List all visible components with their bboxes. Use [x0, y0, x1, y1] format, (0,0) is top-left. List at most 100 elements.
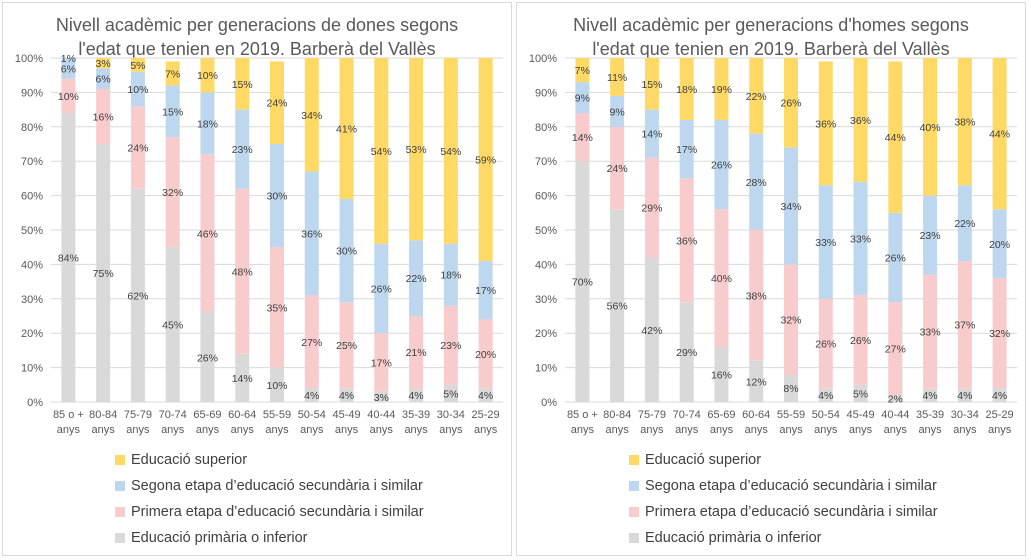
- x-tick-label: 25-29: [986, 409, 1014, 421]
- bar-segment-primaria: [784, 374, 798, 402]
- data-label: 36%: [815, 118, 836, 130]
- data-label: 27%: [885, 344, 906, 356]
- x-tick-label: 25-29: [472, 409, 500, 421]
- chart-title-line-2: l'edat que tenien en 2019. Barberà del V…: [78, 39, 436, 59]
- data-label: 30%: [336, 246, 357, 258]
- bar-segment-segona: [304, 171, 319, 296]
- bar-segment-primaria: [749, 360, 764, 402]
- x-tick-label: anys: [918, 424, 942, 436]
- data-label: 37%: [954, 320, 975, 332]
- legend-swatch-superior: [115, 455, 125, 465]
- x-tick-label: anys: [640, 424, 664, 436]
- data-label: 26%: [815, 339, 836, 351]
- data-label: 11%: [607, 72, 627, 84]
- bar-segment-primaria: [443, 384, 458, 402]
- data-label: 8%: [783, 383, 798, 395]
- bar-segment-primera: [200, 154, 215, 313]
- data-label: 45%: [162, 320, 183, 332]
- bar-segment-segona: [409, 240, 424, 316]
- data-label: 33%: [920, 326, 941, 338]
- bar-segment-primera: [96, 88, 111, 144]
- bar-segment-segona: [818, 185, 833, 299]
- y-tick-label: 60%: [535, 191, 557, 203]
- bar-segment-segona: [957, 185, 972, 261]
- data-label: 54%: [440, 146, 461, 158]
- data-label: 25%: [336, 340, 357, 352]
- bar-segment-superior: [235, 58, 250, 110]
- bar-segment-superior: [888, 61, 903, 213]
- bar-segment-segona: [200, 92, 215, 155]
- chart-title: Nivell acadèmic per generacions d'homes …: [517, 13, 1025, 61]
- chart-title-line-1: Nivell acadèmic per generacions d'homes …: [573, 15, 969, 35]
- data-label: 29%: [641, 203, 662, 215]
- bar-segment-superior: [443, 58, 458, 244]
- data-label: 14%: [572, 132, 593, 144]
- bar-segment-superior: [818, 61, 833, 186]
- legend-label: Educació primària o inferior: [131, 530, 308, 546]
- data-label: 19%: [711, 84, 732, 96]
- data-label: 22%: [954, 218, 975, 230]
- data-label: 12%: [746, 376, 767, 388]
- data-label: 17%: [371, 357, 392, 369]
- bar-segment-primaria: [61, 113, 76, 402]
- data-label: 44%: [885, 132, 906, 144]
- y-tick-label: 100%: [15, 53, 43, 65]
- bar-segment-superior: [165, 61, 180, 86]
- data-label: 32%: [780, 314, 801, 326]
- data-label: 38%: [954, 117, 975, 129]
- legend-swatch-segona: [115, 481, 125, 491]
- data-label: 33%: [850, 234, 871, 246]
- bar-segment-primera: [130, 106, 145, 189]
- data-label: 26%: [885, 253, 906, 265]
- data-label: 4%: [304, 390, 319, 402]
- x-tick-label: anys: [126, 424, 150, 436]
- bar-segment-segona: [679, 119, 694, 179]
- data-label: 15%: [232, 79, 253, 91]
- data-label: 7%: [575, 65, 590, 77]
- x-tick-label: anys: [606, 424, 630, 436]
- bar-segment-segona: [644, 109, 659, 158]
- data-label: 18%: [676, 84, 697, 96]
- data-label: 41%: [336, 124, 357, 136]
- data-label: 3%: [96, 58, 111, 70]
- data-label: 26%: [197, 352, 218, 364]
- x-tick-label: 85 o +: [53, 409, 84, 421]
- bar-segment-segona: [749, 133, 764, 230]
- data-label: 22%: [406, 273, 427, 285]
- y-tick-label: 30%: [535, 294, 557, 306]
- bar-segment-superior: [992, 58, 1007, 210]
- x-tick-label: anys: [571, 424, 595, 436]
- bar-segment-segona: [992, 209, 1007, 279]
- bar-segment-segona: [443, 243, 458, 306]
- data-label: 4%: [992, 390, 1007, 402]
- data-label: 30%: [266, 191, 287, 203]
- data-label: 20%: [989, 239, 1010, 251]
- bar-segment-primera: [923, 274, 938, 389]
- data-label: 35%: [266, 302, 287, 314]
- chart-panel-dones: Nivell acadèmic per generacions de dones…: [2, 2, 512, 556]
- data-label: 46%: [197, 228, 218, 240]
- x-tick-label: anys: [231, 424, 255, 436]
- x-tick-label: 65-69: [707, 409, 735, 421]
- bar-segment-primera: [165, 137, 180, 248]
- bar-segment-primera: [749, 230, 764, 361]
- data-label: 23%: [232, 144, 253, 156]
- bar-segment-segona: [784, 147, 798, 265]
- data-label: 22%: [746, 91, 767, 103]
- data-label: 34%: [301, 110, 322, 122]
- data-label: 36%: [850, 115, 871, 127]
- bar-segment-superior: [409, 58, 424, 241]
- data-label: 14%: [232, 373, 253, 385]
- chart-title-line-2: l'edat que tenien en 2019. Barberà del V…: [592, 39, 950, 59]
- y-tick-label: 10%: [21, 363, 43, 375]
- y-tick-label: 50%: [21, 225, 43, 237]
- data-label: 14%: [641, 129, 662, 141]
- data-label: 6%: [61, 63, 76, 75]
- x-tick-label: 30-34: [951, 409, 979, 421]
- data-label: 24%: [607, 163, 628, 175]
- bar-segment-primera: [610, 126, 625, 210]
- x-tick-label: 65-69: [193, 409, 221, 421]
- legend-swatch-primera: [629, 507, 639, 517]
- data-label: 4%: [339, 390, 354, 402]
- bar-segment-primera: [409, 316, 424, 389]
